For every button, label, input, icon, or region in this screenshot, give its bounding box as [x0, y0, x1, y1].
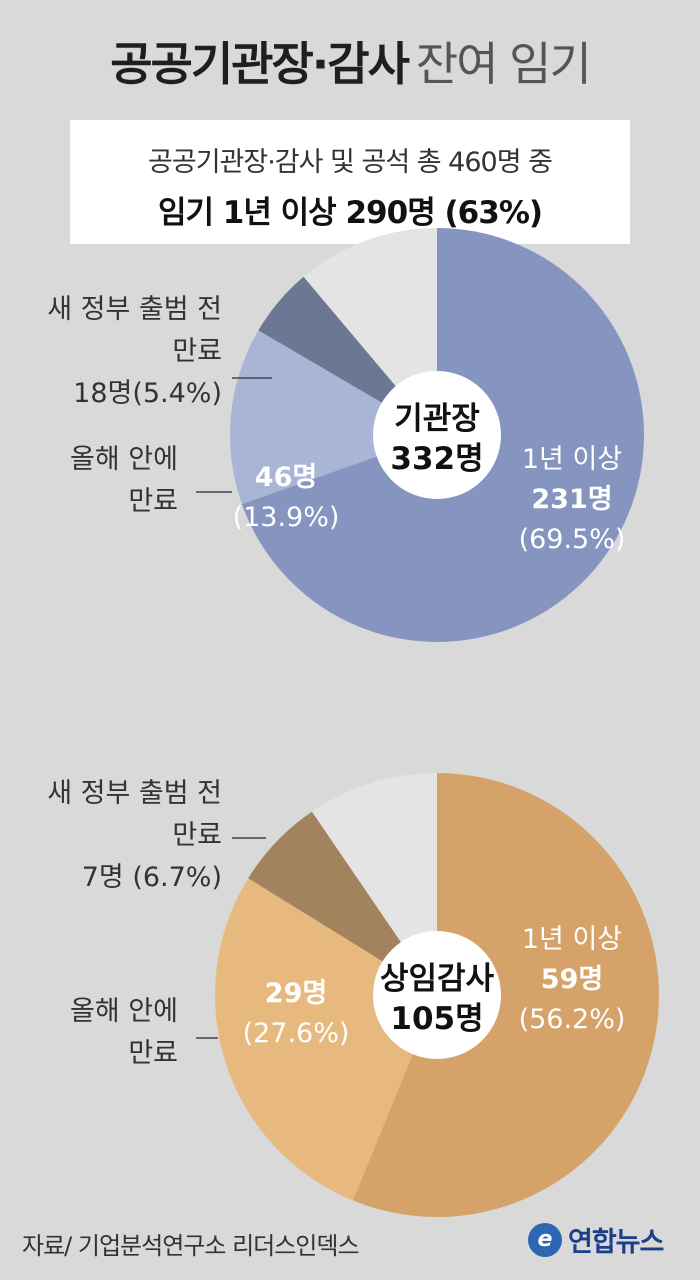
pie-1-this-year-side-label-line-0: 올해 안에	[70, 996, 178, 1027]
pie-1-center-label-line-0: 상임감사	[380, 961, 495, 997]
pie-1-before-gov-label-line-0: 새 정부 출범 전	[47, 778, 222, 809]
pie-1-this-year-side-label-line-1: 만료	[128, 1038, 178, 1069]
pie-1-before-gov-label-line-2: 7명 (6.7%)	[82, 862, 222, 893]
yonhap-logo: e 연합뉴스	[528, 1220, 664, 1259]
page-title: 공공기관장·감사 잔여 임기	[0, 28, 700, 94]
pie-0-over1y-label-line-2: (69.5%)	[519, 524, 626, 555]
pie-0-this-year-side-label-line-0: 올해 안에	[70, 444, 178, 475]
pie-1-this-year-label-line-0: 29명	[265, 978, 327, 1009]
summary-line-2: 임기 1년 이상 290명 (63%)	[157, 195, 543, 231]
pie-1-center	[373, 931, 501, 1059]
logo-name: 연합뉴스	[568, 1227, 664, 1258]
summary-box: 공공기관장·감사 및 공석 총 460명 중 임기 1년 이상 290명 (63…	[70, 120, 630, 244]
pie-1-center-label-line-1: 105명	[390, 1001, 483, 1037]
source-note: 자료/ 기업분석연구소 리더스인덱스	[22, 1232, 360, 1260]
pie-1-slice-before_gov	[248, 811, 437, 995]
pie-0-center-label-line-1: 332명	[390, 441, 483, 477]
title-sub: 잔여 임기	[415, 37, 592, 91]
pie-0-this-year-label-line-0: 46명	[255, 462, 317, 493]
pie-1-this-year-label-line-1: (27.6%)	[243, 1018, 350, 1049]
pie-0-center-label-line-0: 기관장	[394, 401, 480, 437]
pie-0-this-year-side-label-line-1: 만료	[128, 486, 178, 517]
pie-1-slice-this_year	[215, 878, 437, 1201]
logo-mark-icon: e	[528, 1222, 562, 1257]
pie-0-slice-this_year	[230, 330, 437, 505]
pie-0-before-gov-label-line-1: 만료	[172, 336, 222, 367]
pie-0-over1y-label-line-0: 1년 이상	[522, 444, 622, 475]
pie-1-over1y-label-line-0: 1년 이상	[522, 924, 622, 955]
pie-1-slice-over1y	[352, 773, 659, 1217]
pie-0-center	[373, 371, 501, 499]
pie-0-before-gov-label-line-2: 18명(5.4%)	[73, 378, 222, 409]
title-main: 공공기관장·감사	[110, 37, 410, 91]
pie-0-this-year-label-line-1: (13.9%)	[233, 502, 340, 533]
pie-0-over1y-label-line-1: 231명	[531, 484, 612, 515]
pie-0-before-gov-label-line-0: 새 정부 출범 전	[47, 294, 222, 325]
pie-1-before-gov-label-line-1: 만료	[172, 820, 222, 851]
pie-1-over1y-label-line-1: 59명	[541, 964, 603, 995]
pie-1-over1y-label-line-2: (56.2%)	[519, 1004, 626, 1035]
summary-line-1: 공공기관장·감사 및 공석 총 460명 중	[148, 147, 553, 178]
